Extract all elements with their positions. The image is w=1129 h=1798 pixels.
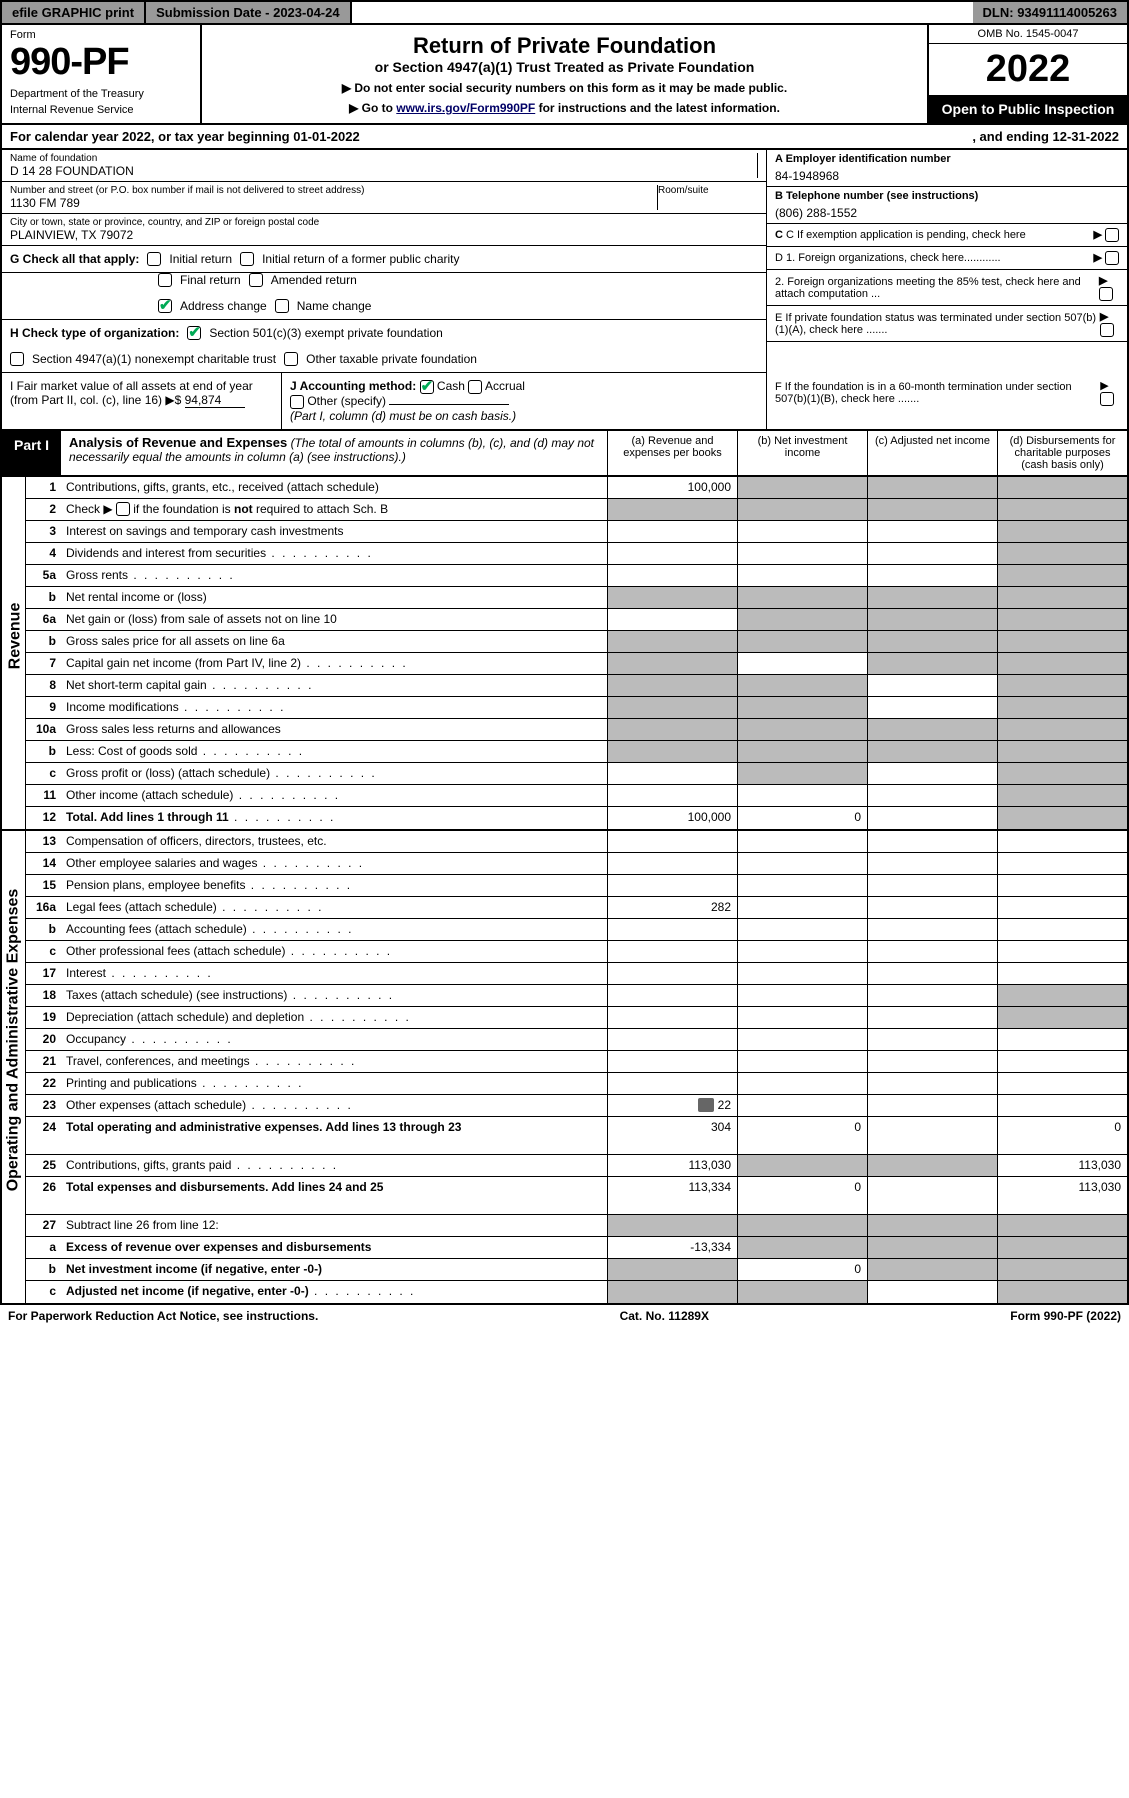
cal-year-begin: For calendar year 2022, or tax year begi… xyxy=(10,129,972,144)
j-note: (Part I, column (d) must be on cash basi… xyxy=(290,409,516,423)
revenue-table: Revenue 1Contributions, gifts, grants, e… xyxy=(0,477,1129,831)
instr-2: ▶ Go to www.irs.gov/Form990PF for instru… xyxy=(210,101,919,115)
chk-d2[interactable] xyxy=(1099,287,1113,301)
chk-amended[interactable] xyxy=(249,273,263,287)
chk-schb[interactable] xyxy=(116,502,130,516)
addr-label: Number and street (or P.O. box number if… xyxy=(10,185,657,196)
e-label: E If private foundation status was termi… xyxy=(775,312,1100,336)
irs-link[interactable]: www.irs.gov/Form990PF xyxy=(396,101,535,115)
chk-accrual[interactable] xyxy=(468,380,482,394)
d2-label: 2. Foreign organizations meeting the 85%… xyxy=(775,276,1099,300)
chk-other-acct[interactable] xyxy=(290,395,304,409)
section-g-2: Final return Amended return xyxy=(2,273,766,293)
col-a-head: (a) Revenue and expenses per books xyxy=(607,431,737,475)
city-label: City or town, state or province, country… xyxy=(10,217,758,228)
omb-number: OMB No. 1545-0047 xyxy=(929,25,1127,44)
attachment-icon[interactable] xyxy=(698,1098,714,1112)
foundation-name: D 14 28 FOUNDATION xyxy=(10,164,757,178)
addr: 1130 FM 789 xyxy=(10,196,657,210)
chk-final[interactable] xyxy=(158,273,172,287)
calendar-year-row: For calendar year 2022, or tax year begi… xyxy=(0,125,1129,150)
d1-label: D 1. Foreign organizations, check here..… xyxy=(775,252,1001,264)
submission-date: Submission Date - 2023-04-24 xyxy=(146,2,352,23)
page-footer: For Paperwork Reduction Act Notice, see … xyxy=(0,1305,1129,1327)
footer-right: Form 990-PF (2022) xyxy=(1010,1309,1121,1323)
form-number: 990-PF xyxy=(10,41,192,84)
chk-cash[interactable] xyxy=(420,380,434,394)
chk-d1[interactable] xyxy=(1105,251,1119,265)
chk-other-tax[interactable] xyxy=(284,352,298,366)
chk-name-change[interactable] xyxy=(275,299,289,313)
section-h: H Check type of organization: Section 50… xyxy=(2,320,766,346)
c-label: C C If exemption application is pending,… xyxy=(775,229,1026,241)
chk-addr-change[interactable] xyxy=(158,299,172,313)
form-label: Form xyxy=(10,29,192,41)
form-title: Return of Private Foundation xyxy=(210,33,919,59)
instr-1: ▶ Do not enter social security numbers o… xyxy=(210,81,919,95)
section-g: G Check all that apply: Initial return I… xyxy=(2,246,766,273)
side-expenses: Operating and Administrative Expenses xyxy=(4,888,22,1191)
name-label: Name of foundation xyxy=(10,153,757,164)
j-label: J Accounting method: xyxy=(290,379,416,393)
chk-c[interactable] xyxy=(1105,228,1119,242)
expenses-table: Operating and Administrative Expenses 13… xyxy=(0,831,1129,1305)
efile-print-button[interactable]: efile GRAPHIC print xyxy=(2,2,146,23)
col-d-head: (d) Disbursements for charitable purpose… xyxy=(997,431,1127,475)
col-c-head: (c) Adjusted net income xyxy=(867,431,997,475)
f-label: F If the foundation is in a 60-month ter… xyxy=(775,381,1100,405)
b-label: B Telephone number (see instructions) xyxy=(775,190,978,202)
i-value: 94,874 xyxy=(185,393,245,408)
city: PLAINVIEW, TX 79072 xyxy=(10,228,758,242)
room-label: Room/suite xyxy=(658,185,758,196)
topbar: efile GRAPHIC print Submission Date - 20… xyxy=(0,0,1129,25)
cal-year-end: , and ending 12-31-2022 xyxy=(972,129,1119,144)
part1-title: Analysis of Revenue and Expenses xyxy=(69,435,287,450)
dept-treasury: Department of the Treasury xyxy=(10,88,192,100)
chk-e[interactable] xyxy=(1100,323,1114,337)
tax-year: 2022 xyxy=(929,44,1127,95)
open-to-public: Open to Public Inspection xyxy=(929,95,1127,123)
dln: DLN: 93491114005263 xyxy=(973,2,1127,23)
section-g-3: Address change Name change xyxy=(2,293,766,320)
chk-initial-former[interactable] xyxy=(240,252,254,266)
irs: Internal Revenue Service xyxy=(10,104,192,116)
a-label: A Employer identification number xyxy=(775,153,951,165)
side-revenue: Revenue xyxy=(6,602,24,669)
footer-center: Cat. No. 11289X xyxy=(620,1309,709,1323)
section-h-2: Section 4947(a)(1) nonexempt charitable … xyxy=(2,346,766,373)
form-subtitle: or Section 4947(a)(1) Trust Treated as P… xyxy=(210,59,919,75)
form-header: Form 990-PF Department of the Treasury I… xyxy=(0,25,1129,125)
ein: 84-1948968 xyxy=(775,165,1119,183)
part1-header: Part I Analysis of Revenue and Expenses … xyxy=(0,431,1129,477)
phone: (806) 288-1552 xyxy=(775,202,1119,220)
part1-tab: Part I xyxy=(2,431,61,475)
footer-left: For Paperwork Reduction Act Notice, see … xyxy=(8,1309,318,1323)
chk-501c3[interactable] xyxy=(187,326,201,340)
chk-f[interactable] xyxy=(1100,392,1114,406)
col-b-head: (b) Net investment income xyxy=(737,431,867,475)
chk-initial[interactable] xyxy=(147,252,161,266)
chk-4947[interactable] xyxy=(10,352,24,366)
